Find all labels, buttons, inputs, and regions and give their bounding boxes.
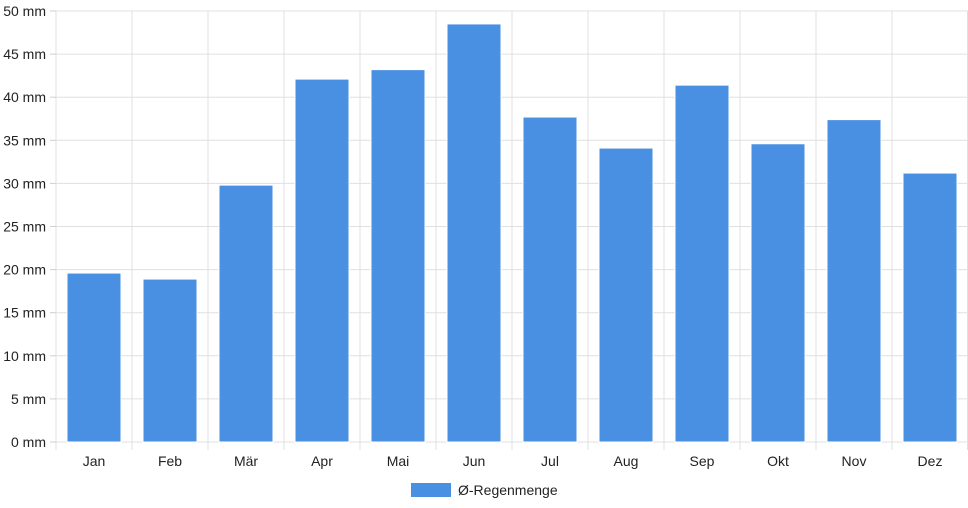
x-tick-label: Aug: [614, 453, 639, 469]
y-tick-label: 15 mm: [3, 305, 46, 321]
x-tick-label: Feb: [158, 453, 182, 469]
y-tick-label: 0 mm: [11, 434, 46, 450]
x-tick-label: Mai: [387, 453, 410, 469]
x-tick-label: Nov: [842, 453, 867, 469]
x-tick-label: Jan: [83, 453, 106, 469]
bar-okt[interactable]: [750, 143, 806, 443]
y-tick-label: 25 mm: [3, 219, 46, 235]
x-tick-label: Okt: [767, 453, 789, 469]
y-tick-label: 35 mm: [3, 132, 46, 148]
bar-mai[interactable]: [370, 69, 426, 443]
x-tick-label: Jun: [463, 453, 486, 469]
y-tick-label: 10 mm: [3, 348, 46, 364]
legend-swatch[interactable]: [411, 483, 451, 497]
legend-label[interactable]: Ø-Regenmenge: [458, 482, 558, 498]
y-tick-label: 50 mm: [3, 3, 46, 19]
chart-legend[interactable]: Ø-Regenmenge: [411, 482, 558, 498]
bar-jan[interactable]: [66, 272, 122, 443]
bar-jun[interactable]: [446, 23, 502, 443]
x-tick-label: Mär: [234, 453, 258, 469]
chart-grid: [55, 10, 968, 450]
x-tick-label: Apr: [311, 453, 333, 469]
x-tick-label: Jul: [541, 453, 559, 469]
y-tick-label: 45 mm: [3, 46, 46, 62]
bar-nov[interactable]: [826, 119, 882, 443]
bar-jul[interactable]: [522, 116, 578, 443]
x-tick-label: Sep: [690, 453, 715, 469]
y-axis: 0 mm 5 mm 10 mm 15 mm 20 mm 25 mm 30 mm 35 mm 40…: [3, 3, 56, 450]
bar-mär[interactable]: [218, 184, 274, 443]
y-tick-label: 40 mm: [3, 89, 46, 105]
bar-feb[interactable]: [142, 278, 198, 443]
bar-sep[interactable]: [674, 84, 730, 443]
x-axis: Jan Feb Mär Apr Mai Jun Jul Aug Sep Okt Nov Dez: [83, 453, 943, 469]
x-tick-label: Dez: [918, 453, 943, 469]
bar-apr[interactable]: [294, 78, 350, 443]
y-tick-label: 30 mm: [3, 175, 46, 191]
y-tick-label: 5 mm: [11, 391, 46, 407]
chart-bars: [66, 23, 958, 443]
bar-dez[interactable]: [902, 172, 958, 443]
y-tick-label: 20 mm: [3, 262, 46, 278]
bar-aug[interactable]: [598, 147, 654, 443]
